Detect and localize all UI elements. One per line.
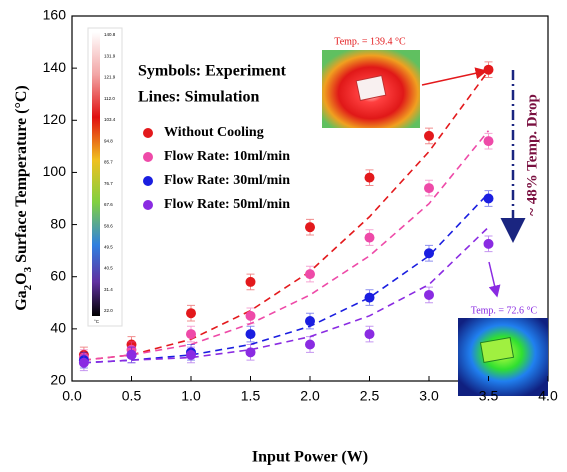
colorbar (92, 32, 100, 316)
y-axis-label-part: O (13, 272, 30, 284)
arrow (421, 67, 488, 86)
colorbar-label: 103.4 (104, 117, 116, 122)
colorbar-label: 140.8 (104, 32, 116, 37)
colorbar-label: 131.9 (104, 53, 116, 58)
y-tick-label: 60 (50, 267, 66, 283)
x-axis-label: Input Power (W) (252, 449, 368, 466)
data-point (364, 232, 375, 243)
y-axis-label-part: Surface Temperature (°C) (13, 85, 30, 267)
device (479, 336, 515, 364)
colorbar-label: 22.0 (104, 308, 113, 313)
data-point (483, 193, 494, 204)
x-tick-label: 4.0 (538, 388, 558, 404)
data-point (245, 329, 256, 340)
y-axis-label-part: 2 (22, 284, 34, 290)
legend-marker (143, 128, 153, 138)
colorbar-label: 58.6 (104, 223, 113, 228)
y-axis-label: Ga2O3 Surface Temperature (°C) (13, 85, 34, 311)
device (355, 74, 387, 102)
legend-marker (143, 176, 153, 186)
colorbar-label: 49.5 (104, 244, 113, 249)
y-tick-label: 100 (43, 163, 67, 179)
x-tick-label: 2.5 (360, 388, 380, 404)
x-tick-label: 1.0 (181, 388, 201, 404)
data-point (186, 349, 196, 360)
simulation-line (83, 192, 490, 364)
data-point (78, 357, 89, 368)
data-point (186, 329, 196, 340)
data-point (186, 308, 196, 319)
colorbar-label: 31.4 (104, 287, 113, 292)
data-point (483, 136, 494, 147)
data-point (364, 172, 375, 183)
legend-marker (143, 152, 153, 162)
data-point (424, 248, 434, 259)
data-point (305, 316, 315, 327)
x-tick-label: 0.0 (62, 388, 82, 404)
legend-label: Flow Rate: 50ml/min (164, 197, 290, 212)
simulation-line (83, 226, 490, 364)
legend-marker (143, 200, 153, 210)
x-tick-label: 2.0 (300, 388, 320, 404)
x-tick-label: 0.5 (122, 388, 142, 404)
colorbar-unit: °C (94, 319, 100, 324)
y-tick-label: 140 (43, 59, 67, 75)
annotation: Symbols: Experiment (138, 63, 287, 80)
drop-annotation: ~ 48% Temp. Drop (524, 94, 540, 216)
data-point (364, 292, 375, 303)
colorbar-label: 85.7 (104, 160, 113, 165)
colorbar-label: 76.7 (104, 181, 113, 186)
legend-label: Flow Rate: 10ml/min (164, 149, 290, 164)
data-point (305, 339, 315, 350)
data-point (305, 269, 315, 280)
data-point (245, 276, 256, 287)
data-point (483, 238, 494, 249)
data-point (424, 130, 434, 141)
y-tick-label: 20 (50, 372, 66, 388)
data-point (483, 64, 494, 75)
data-point (245, 310, 256, 321)
x-tick-label: 1.5 (241, 388, 261, 404)
y-tick-label: 80 (50, 215, 66, 231)
y-tick-label: 120 (43, 111, 67, 127)
legend-label: Without Cooling (164, 125, 264, 140)
colorbar-label: 40.5 (104, 266, 113, 271)
data-point (126, 349, 137, 360)
legend-label: Flow Rate: 30ml/min (164, 173, 290, 188)
data-point (424, 289, 434, 300)
data-point (245, 347, 256, 358)
annotation: Temp. = 72.6 °C (471, 305, 538, 316)
annotation: Lines: Simulation (138, 89, 259, 106)
y-tick-label: 40 (50, 320, 66, 336)
x-tick-label: 3.0 (419, 388, 439, 404)
x-tick-label: 3.5 (479, 388, 499, 404)
annotation: Temp. = 139.4 °C (334, 36, 406, 47)
data-point (305, 222, 315, 233)
colorbar-label: 67.6 (104, 202, 113, 207)
arrow (488, 261, 501, 298)
data-point (424, 183, 434, 194)
y-axis-label-part: Ga (13, 290, 30, 310)
colorbar-label: 94.8 (104, 138, 113, 143)
colorbar-label: 121.9 (104, 75, 116, 80)
data-point (364, 329, 375, 340)
simulation-line (83, 130, 490, 361)
colorbar-label: 112.0 (104, 96, 115, 101)
y-tick-label: 160 (43, 7, 67, 23)
simulation-line (83, 70, 490, 361)
y-axis-label-part: 3 (22, 266, 34, 272)
